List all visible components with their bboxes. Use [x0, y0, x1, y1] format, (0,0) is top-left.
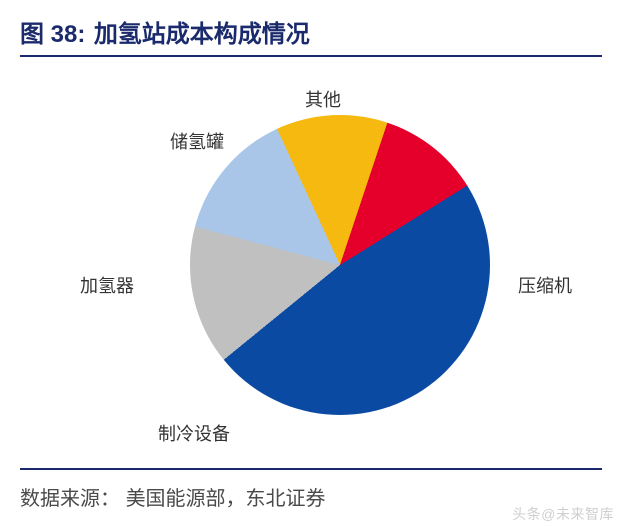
- watermark: 头条@未来智库: [512, 504, 614, 524]
- figure-heading: 图 38: 加氢站成本构成情况: [20, 14, 602, 49]
- source-prefix: 数据来源：: [20, 488, 120, 510]
- source-text: 美国能源部，东北证券: [126, 488, 326, 510]
- slice-label: 加氢器: [80, 272, 134, 298]
- slice-label: 储氢罐: [170, 128, 224, 154]
- source-line: 数据来源： 美国能源部，东北证券: [20, 482, 326, 511]
- pie-chart: [190, 115, 490, 415]
- figure-number: 图 38:: [20, 21, 85, 48]
- slice-label: 制冷设备: [158, 420, 230, 446]
- title-underline: [20, 55, 602, 57]
- source-rule: [20, 468, 602, 470]
- pie-disc: [190, 115, 490, 415]
- slice-label: 其他: [305, 86, 341, 112]
- slice-label: 压缩机: [518, 272, 572, 298]
- figure-title: 加氢站成本构成情况: [94, 21, 310, 48]
